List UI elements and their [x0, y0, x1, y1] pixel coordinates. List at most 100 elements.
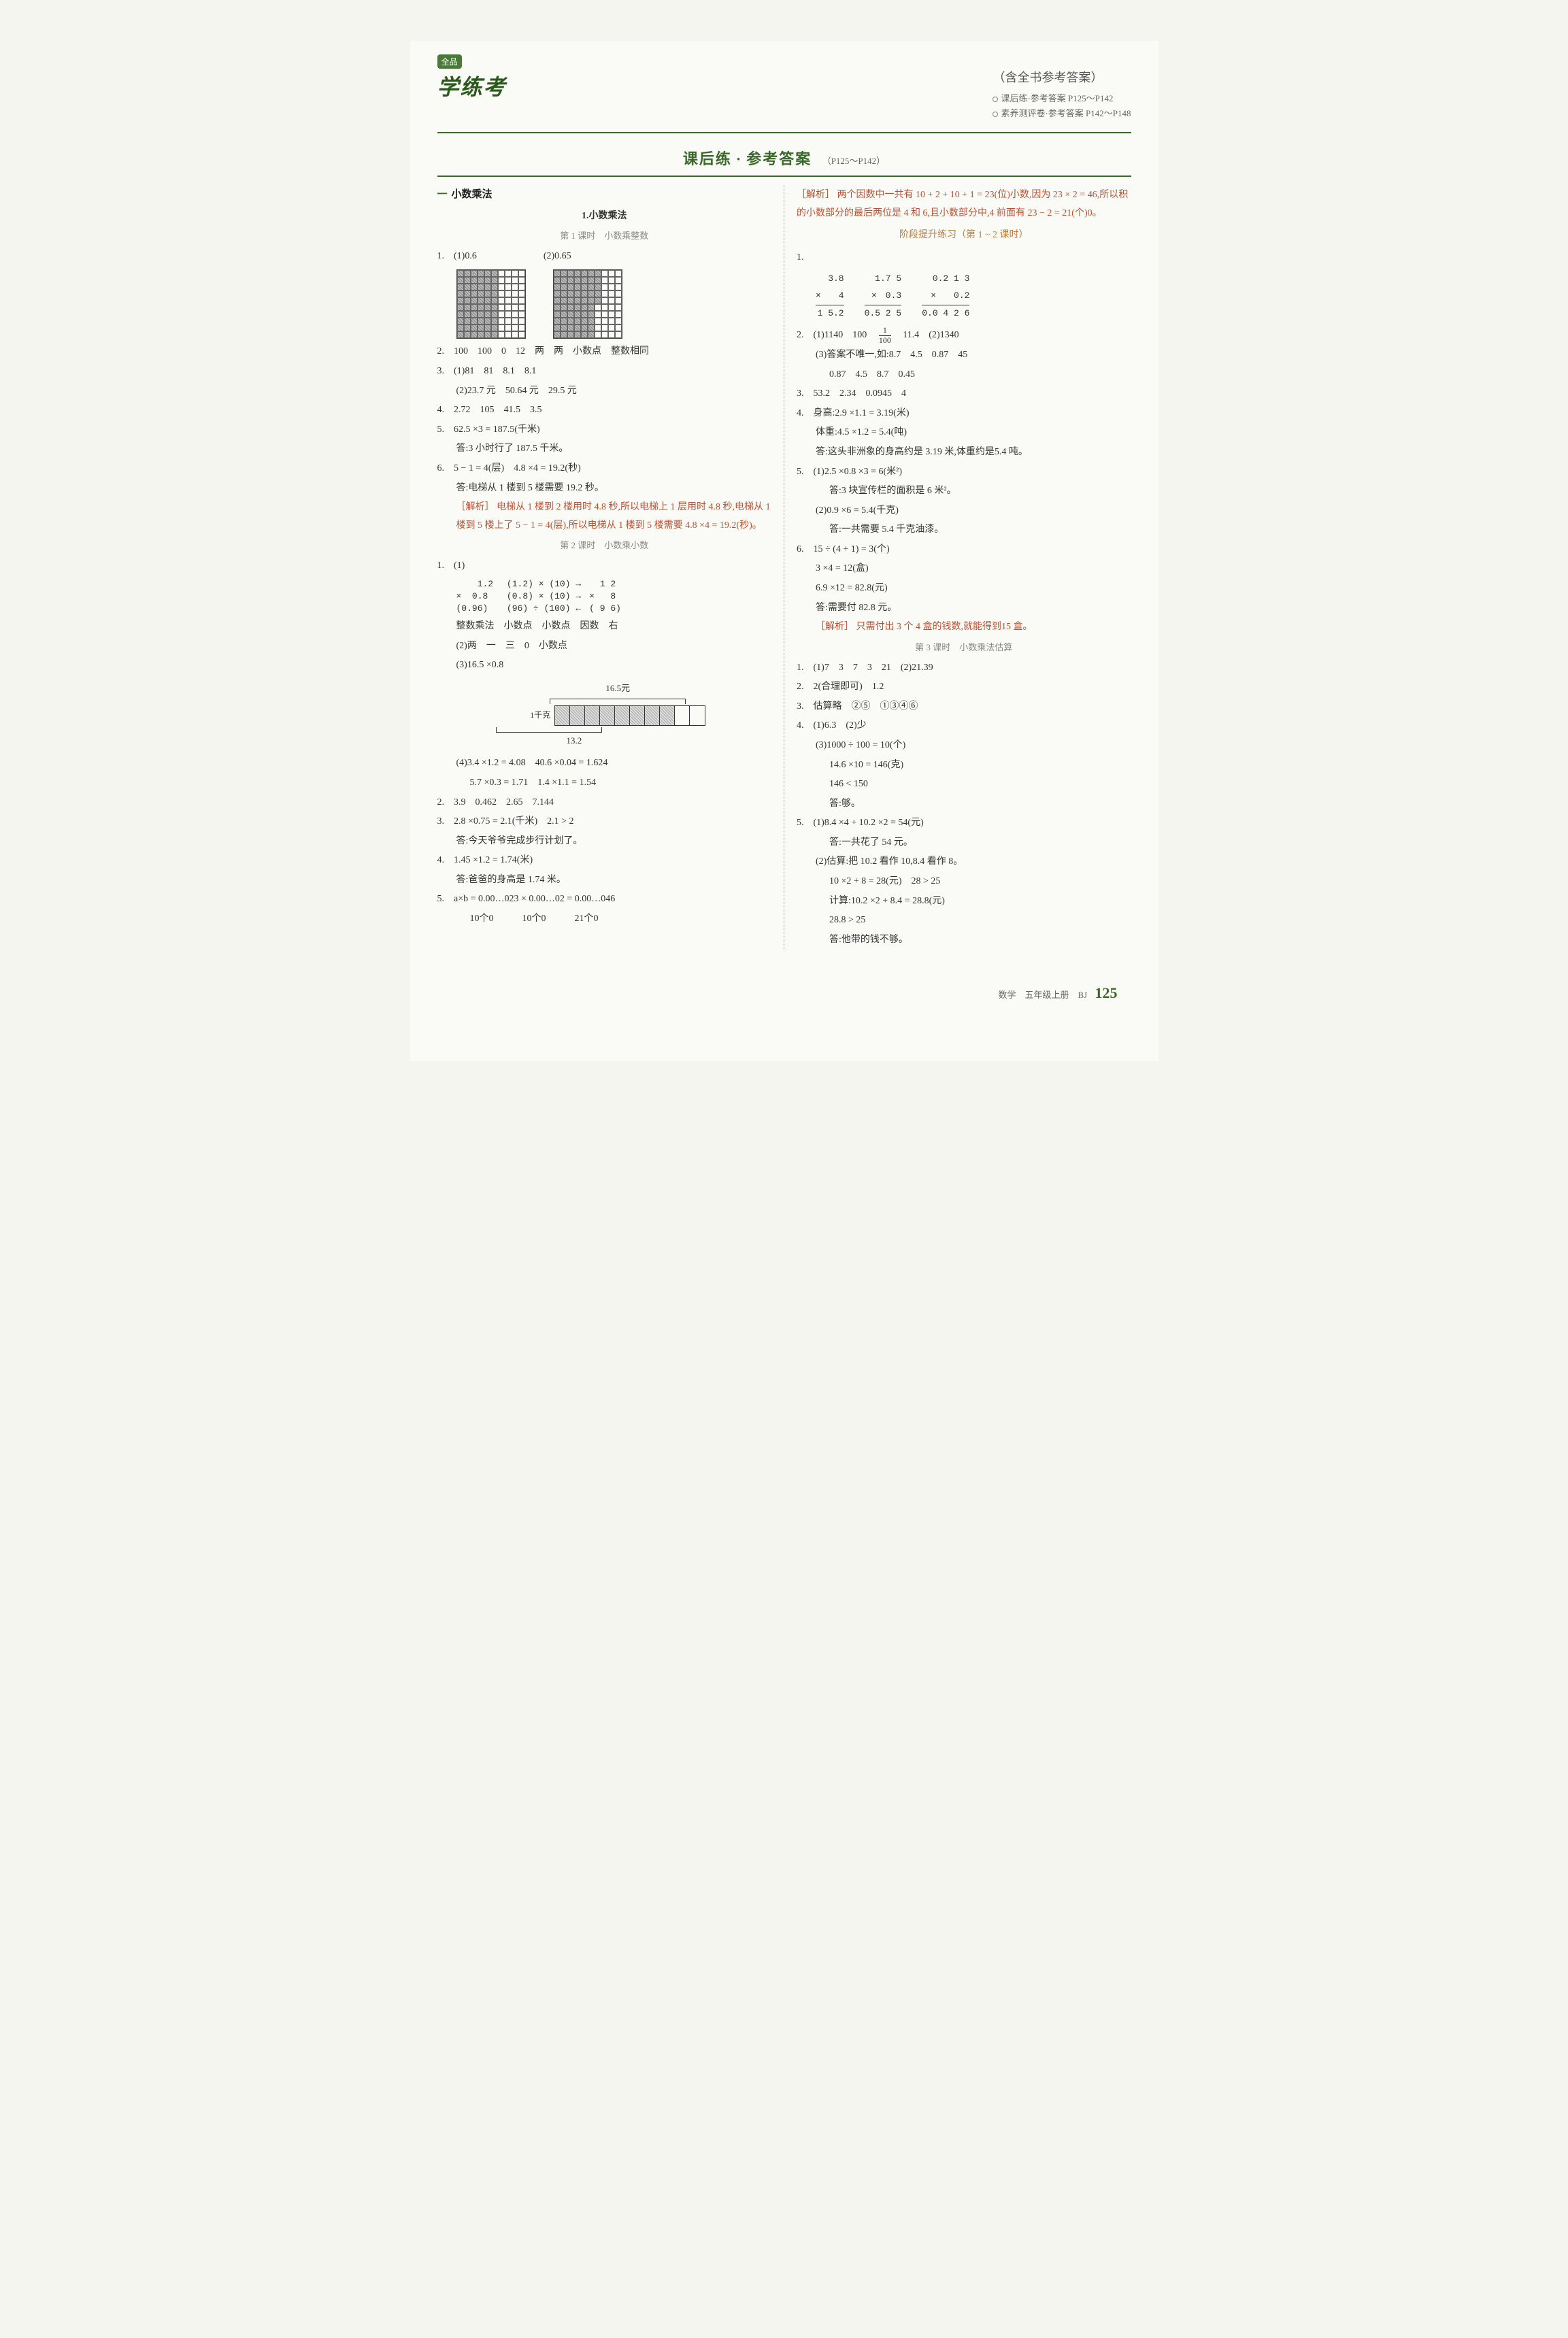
header-subtitle: （含全书参考答案） [992, 68, 1131, 86]
unit-title: 一小数乘法 [437, 185, 772, 205]
logo: 全品 学练考 [437, 54, 507, 101]
q5a: 5. 62.5 ×3 = 187.5(千米) [437, 421, 772, 439]
bullet-icon [992, 112, 998, 117]
l2q4b: 答:爸爸的身高是 1.74 米。 [437, 871, 772, 890]
l2q5a: 5. a×b = 0.00…023 × 0.00…02 = 0.00…046 [437, 890, 772, 909]
q6-analysis: ［解析］ 电梯从 1 楼到 2 楼用时 4.8 秒,所以电梯上 1 层用时 4.… [437, 499, 772, 535]
content-columns: 一小数乘法 1.小数乘法 第 1 课时 小数乘整数 1. (1)0.6 (2)0… [410, 185, 1158, 978]
l3q4b: (3)1000 ÷ 100 = 10(个) [797, 737, 1131, 755]
l2q1a: 1. (1) [437, 557, 772, 575]
l3q4a: 4. (1)6.3 (2)少 [797, 717, 1131, 735]
section-pages: （P125～P142） [822, 156, 885, 166]
bar-boxes [554, 705, 705, 726]
stq4a: 4. 身高:2.9 ×1.1 = 3.19(米) [797, 405, 1131, 423]
bar-box [630, 706, 645, 725]
stq5d: 答:一共需要 5.4 千克油漆。 [797, 521, 1131, 539]
bar-box [615, 706, 630, 725]
bar-bracket-bot [496, 727, 602, 733]
l3q5g: 答:他带的钱不够。 [797, 931, 1131, 950]
fraction: 1100 [879, 326, 891, 344]
bar-left-label: 1千克 [530, 707, 550, 723]
l3q4d: 146 < 150 [797, 775, 1131, 794]
column-left: 一小数乘法 1.小数乘法 第 1 课时 小数乘整数 1. (1)0.6 (2)0… [437, 185, 785, 950]
q2: 2. 100 100 0 12 两 两 小数点 整数相同 [437, 343, 772, 361]
l2q1g: 5.7 ×0.3 = 1.71 1.4 ×1.1 = 1.54 [437, 774, 772, 792]
q3b: (2)23.7 元 50.64 元 29.5 元 [437, 382, 772, 401]
lesson-3: 第 3 课时 小数乘法估算 [797, 639, 1131, 656]
grid-0-6 [456, 269, 526, 339]
stq2c: 0.87 4.5 8.7 0.45 [797, 366, 1131, 384]
stq5a: 5. (1)2.5 ×0.8 ×3 = 6(米²) [797, 463, 1131, 482]
l2q3a: 3. 2.8 ×0.75 = 2.1(千米) 2.1 > 2 [437, 813, 772, 831]
lesson-1: 第 1 课时 小数乘整数 [437, 228, 772, 245]
q4: 4. 2.72 105 41.5 3.5 [437, 401, 772, 420]
bar-box [555, 706, 570, 725]
grid-0-65 [553, 269, 622, 339]
stq3: 3. 53.2 2.34 0.0945 4 [797, 385, 1131, 403]
calc-mid: (1.2) × (10) → (0.8) × (10) → (96) ÷ (10… [501, 578, 581, 616]
lesson-2: 第 2 课时 小数乘小数 [437, 537, 772, 554]
header: 全品 学练考 （含全书参考答案） 课后练·参考答案 P125～P142 素养测评… [410, 41, 1158, 128]
bar-box [570, 706, 585, 725]
l2q1c: 整数乘法 小数点 小数点 因数 右 [437, 618, 772, 636]
section-title: 课后练·参考答案 [683, 150, 817, 167]
l3q5d: 10 ×2 + 8 = 28(元) 28 > 25 [797, 873, 1131, 891]
l3q2: 2. 2(合理即可) 1.2 [797, 678, 1131, 697]
divider-top [437, 132, 1131, 133]
bar-bracket-top [550, 699, 686, 704]
bar-box [600, 706, 615, 725]
bar-box [660, 706, 675, 725]
calc-c: 0.2 1 3× 0.20.0 4 2 6 [922, 271, 969, 322]
stq6a: 6. 15 ÷ (4 + 1) = 3(个) [797, 541, 1131, 559]
bar-row: 1千克 [465, 705, 772, 726]
calc-left: 1.2 × 0.8 (0.96) [456, 578, 494, 616]
q3a: 3. (1)81 81 8.1 8.1 [437, 363, 772, 381]
l3q5b: 答:一共花了 54 元。 [797, 834, 1131, 852]
bar-diagram: 16.5元 1千克 [465, 680, 772, 749]
l3q5c: (2)估算:把 10.2 看作 10,8.4 看作 8。 [797, 853, 1131, 871]
column-right: ［解析］ 两个因数中一共有 10 + 2 + 10 + 1 = 23(位)小数,… [784, 185, 1131, 950]
l3q4e: 答:够。 [797, 795, 1131, 814]
r-cont1: ［解析］ 两个因数中一共有 10 + 2 + 10 + 1 = 23(位)小数,… [797, 186, 1131, 222]
stq5c: (2)0.9 ×6 = 5.4(千克) [797, 502, 1131, 520]
bar-top-label: 16.5元 [465, 680, 772, 697]
stq2b: (3)答案不唯一,如:8.7 4.5 0.87 45 [797, 346, 1131, 365]
subsection-title: 1.小数乘法 [437, 207, 772, 226]
stq4c: 答:这头非洲象的身高约是 3.19 米,体重约是5.4 吨。 [797, 444, 1131, 462]
header-line-1: 课后练·参考答案 P125～P142 [992, 91, 1131, 104]
bullet-icon [992, 97, 998, 102]
stage-title: 阶段提升练习（第 1 ~ 2 课时） [797, 227, 1131, 245]
section-title-bar: 课后练·参考答案 （P125～P142） [410, 147, 1158, 169]
q6b: 答:电梯从 1 楼到 5 楼需要 19.2 秒。 [437, 480, 772, 498]
footer-text: 数学 五年级上册 BJ [999, 990, 1088, 1000]
logo-badge: 全品 [437, 54, 462, 69]
l3q3: 3. 估算略 ②⑤ ①③④⑥ [797, 698, 1131, 716]
stq5b: 答:3 块宣传栏的面积是 6 米²。 [797, 482, 1131, 501]
bar-box-empty [690, 706, 705, 725]
l3q1: 1. (1)7 3 7 3 21 (2)21.39 [797, 659, 1131, 678]
l2q1e: (3)16.5 ×0.8 [437, 656, 772, 675]
calc-b: 1.7 5× 0.30.5 2 5 [865, 271, 902, 322]
stq1-label: 1. [797, 249, 1131, 267]
stq6b: 3 ×4 = 12(盒) [797, 560, 1131, 578]
l2q1f: (4)3.4 ×1.2 = 4.08 40.6 ×0.04 = 1.624 [437, 754, 772, 773]
l2q4a: 4. 1.45 ×1.2 = 1.74(米) [437, 852, 772, 870]
arrow-diagram: 1.2 × 0.8 (0.96) (1.2) × (10) → (0.8) × … [456, 578, 772, 616]
l3q5a: 5. (1)8.4 ×4 + 10.2 ×2 = 54(元) [797, 814, 1131, 833]
l2q1d: (2)两 一 三 0 小数点 [437, 637, 772, 656]
logo-main: 学练考 [437, 70, 507, 101]
divider-bottom [437, 176, 1131, 177]
stq6d: 答:需要付 82.8 元。 [797, 599, 1131, 618]
stq6e: ［解析］ 只需付出 3 个 4 盒的钱数,就能得到15 盒。 [797, 618, 1131, 637]
calc-a: 3.8× 41 5.2 [816, 271, 844, 322]
stq4b: 体重:4.5 ×1.2 = 5.4(吨) [797, 424, 1131, 442]
l3q4c: 14.6 ×10 = 146(克) [797, 756, 1131, 775]
l3q5f: 28.8 > 25 [797, 912, 1131, 930]
stq2a: 2. (1)1140 100 1100 11.4 (2)1340 [797, 326, 1131, 345]
l3q5e: 计算:10.2 ×2 + 8.4 = 28.8(元) [797, 892, 1131, 911]
stage-calc: 3.8× 41 5.2 1.7 5× 0.30.5 2 5 0.2 1 3× 0… [816, 271, 1131, 322]
bar-box [645, 706, 660, 725]
bar-box-empty [675, 706, 690, 725]
header-line-2: 素养测评卷·参考答案 P142～P148 [992, 106, 1131, 119]
stq6c: 6.9 ×12 = 82.8(元) [797, 580, 1131, 598]
